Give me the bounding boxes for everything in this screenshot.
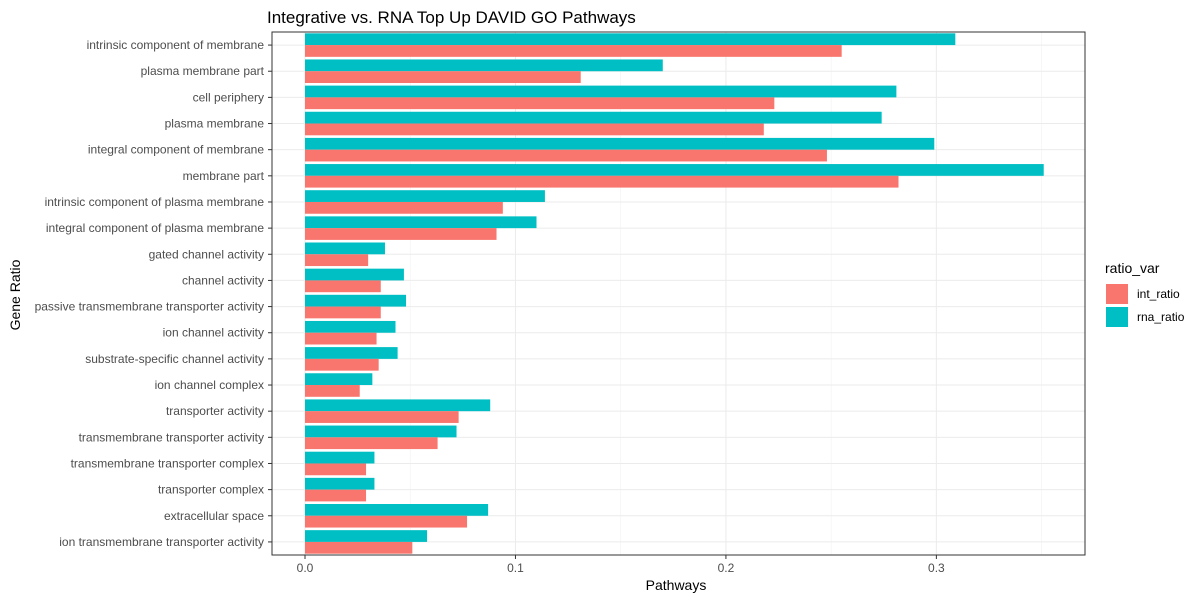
bar-rna_ratio [305, 294, 407, 307]
x-tick-label: 0.2 [718, 561, 735, 575]
y-tick-label: extracellular space [164, 509, 264, 523]
chart-title: Integrative vs. RNA Top Up DAVID GO Path… [267, 8, 636, 27]
bar-int_ratio [305, 358, 379, 371]
bar-rna_ratio [305, 399, 491, 412]
bar-rna_ratio [305, 33, 956, 46]
bar-rna_ratio [305, 59, 663, 72]
bar-rna_ratio [305, 268, 404, 281]
bar-rna_ratio [305, 111, 882, 124]
bar-int_ratio [305, 489, 367, 502]
y-tick-label: plasma membrane part [141, 64, 265, 78]
bar-int_ratio [305, 515, 468, 528]
legend-label: rna_ratio [1137, 310, 1185, 324]
bar-rna_ratio [305, 347, 398, 359]
bar-rna_ratio [305, 425, 457, 438]
bar-int_ratio [305, 280, 381, 293]
bar-int_ratio [305, 201, 503, 214]
y-tick-label: intrinsic component of plasma membrane [45, 195, 265, 209]
bar-int_ratio [305, 332, 377, 345]
y-tick-label: ion channel activity [163, 326, 264, 340]
bar-rna_ratio [305, 373, 373, 386]
bar-int_ratio [305, 463, 367, 476]
plot-panel: intrinsic component of membrane plasma me… [35, 31, 1086, 575]
bar-int_ratio [305, 254, 369, 267]
legend-key-int_ratio [1106, 284, 1128, 304]
y-tick-label: gated channel activity [149, 247, 264, 261]
y-tick-label: passive transmembrane transporter activi… [35, 300, 264, 314]
y-tick-label: integral component of plasma membrane [46, 221, 264, 235]
bar-int_ratio [305, 228, 497, 240]
bar-int_ratio [305, 437, 438, 450]
legend: ratio_var int_ratio rna_ratio [1105, 260, 1185, 327]
bar-rna_ratio [305, 320, 396, 333]
bar-rna_ratio [305, 216, 537, 229]
bar-rna_ratio [305, 85, 897, 98]
y-tick-label: integral component of membrane [88, 143, 264, 157]
bar-int_ratio [305, 97, 775, 110]
bar-int_ratio [305, 149, 827, 162]
y-tick-label: transporter activity [166, 404, 264, 418]
x-axis-title: Pathways [646, 577, 707, 593]
bar-int_ratio [305, 411, 459, 423]
y-tick-label: substrate-specific channel activity [85, 352, 264, 366]
bar-int_ratio [305, 45, 842, 57]
bar-int_ratio [305, 175, 899, 188]
panel-border [271, 31, 1086, 556]
bar-rna_ratio [305, 477, 375, 490]
y-tick-label: ion transmembrane transporter activity [59, 535, 264, 549]
y-tick-label: transmembrane transporter activity [79, 430, 264, 444]
y-axis-title: Gene Ratio [7, 259, 23, 330]
bar-rna_ratio [305, 451, 375, 464]
bar-rna_ratio [305, 504, 489, 516]
x-tick-label: 0.0 [297, 561, 314, 575]
x-tick-label: 0.1 [507, 561, 524, 575]
y-tick-label: plasma membrane [165, 117, 265, 131]
bar-int_ratio [305, 541, 413, 554]
x-tick-label: 0.3 [928, 561, 945, 575]
y-tick-label: intrinsic component of membrane [87, 38, 265, 52]
y-tick-label: transmembrane transporter complex [71, 456, 264, 470]
bar-int_ratio [305, 306, 381, 319]
y-tick-label: channel activity [182, 273, 264, 287]
bar-int_ratio [305, 123, 764, 136]
bar-int_ratio [305, 71, 581, 83]
bar-int_ratio [305, 385, 360, 397]
bar-rna_ratio [305, 164, 1044, 176]
y-tick-label: membrane part [183, 169, 265, 183]
legend-title: ratio_var [1105, 260, 1160, 276]
legend-label: int_ratio [1137, 287, 1180, 301]
y-tick-label: cell periphery [193, 90, 264, 104]
legend-key-rna_ratio [1106, 307, 1128, 327]
bar-rna_ratio [305, 137, 935, 150]
bar-rna_ratio [305, 242, 385, 255]
bar-rna_ratio [305, 530, 428, 542]
y-tick-label: transporter complex [158, 483, 264, 497]
y-tick-label: ion channel complex [155, 378, 264, 392]
bar-rna_ratio [305, 190, 545, 202]
